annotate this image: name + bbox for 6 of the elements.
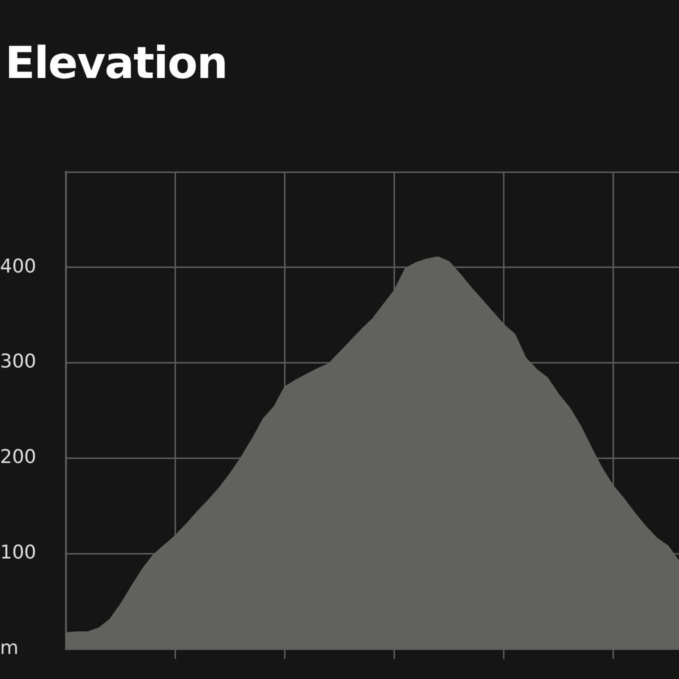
y-tick-label: m — [0, 636, 19, 659]
chart-title: Elevation — [5, 38, 228, 89]
y-tick-label: 300 — [0, 350, 36, 373]
y-tick-label: 400 — [0, 255, 36, 278]
y-tick-label: 200 — [0, 446, 36, 468]
y-tick-label: 100 — [0, 542, 36, 564]
